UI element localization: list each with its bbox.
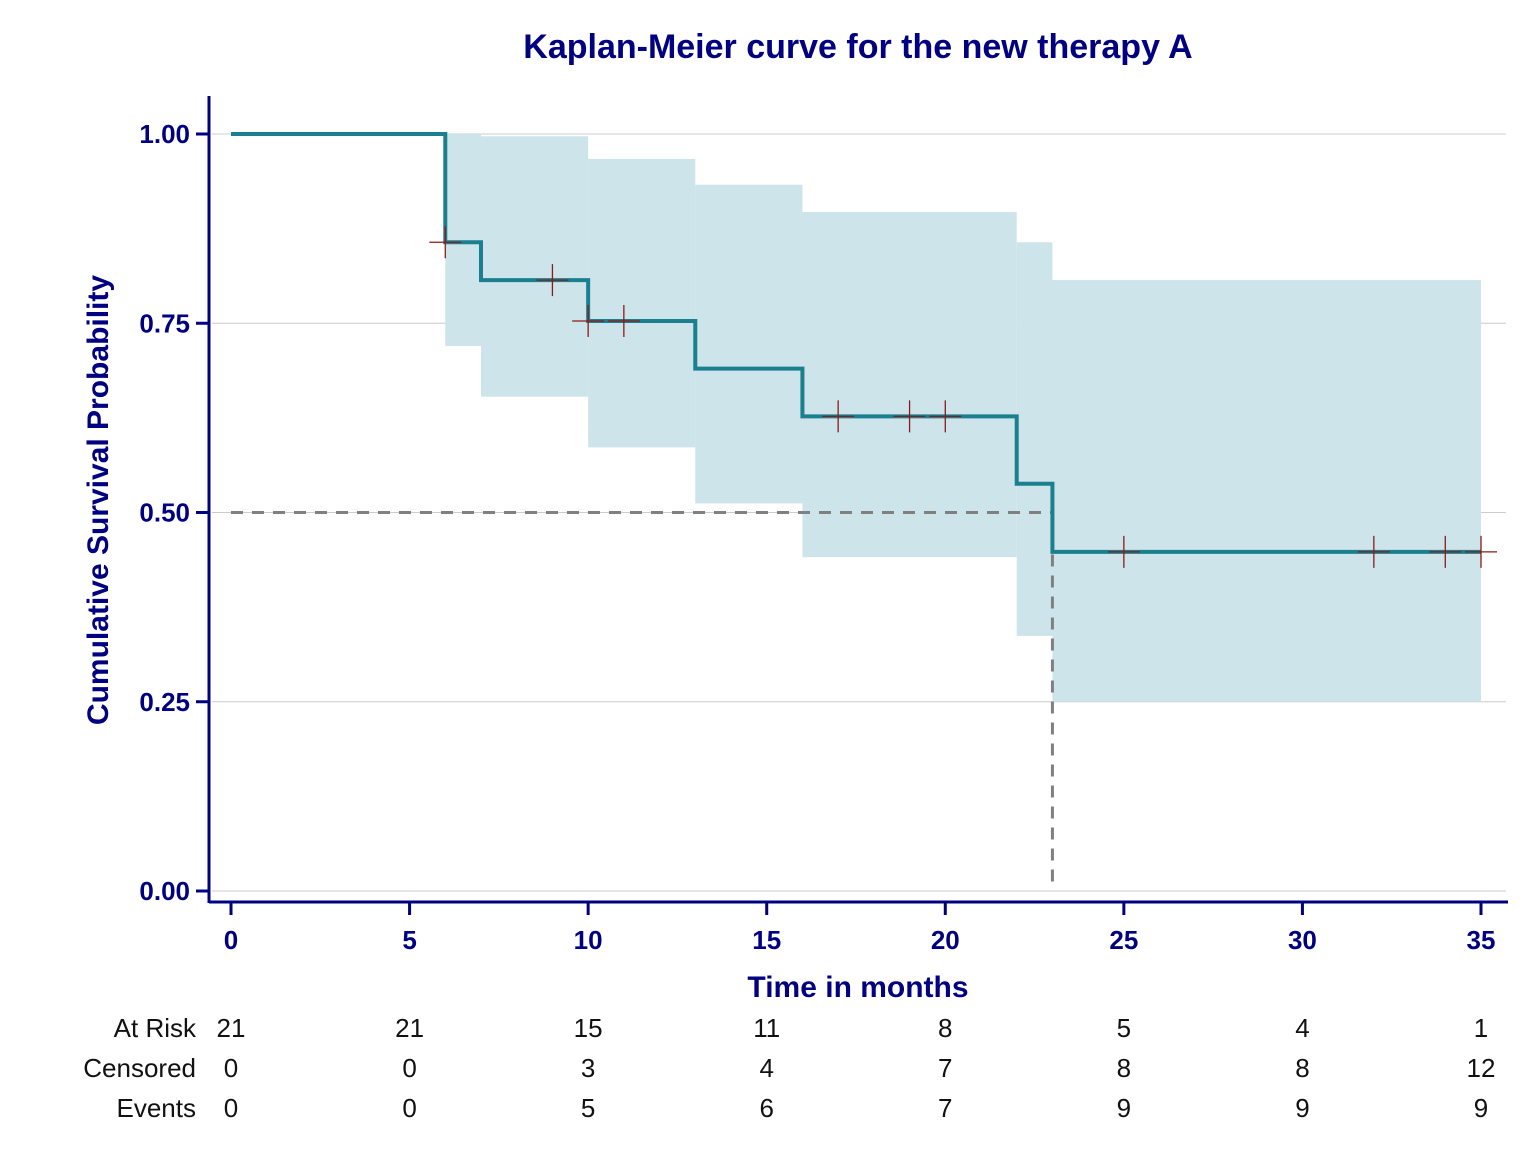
x-tick-label: 0 — [224, 925, 238, 955]
ci-band-segment — [695, 184, 803, 504]
risk-cell: 8 — [1117, 1053, 1131, 1083]
ci-band-segment — [1016, 242, 1053, 636]
survival-curve — [231, 132, 1481, 554]
censor-mark — [536, 264, 569, 297]
ci-band-segment — [802, 211, 1017, 558]
risk-cell: 21 — [395, 1013, 424, 1043]
survival-step-line — [231, 132, 1481, 554]
y-tick-label: 0.00 — [139, 876, 190, 906]
risk-cell: 11 — [753, 1013, 780, 1043]
risk-cell: 0 — [224, 1093, 238, 1123]
y-tick-label: 0.25 — [139, 687, 190, 717]
axes: 0.00 0.25 0.50 0.75 1.00 0 5 10 15 20 25 30 35 — [139, 96, 1508, 955]
risk-cell: 4 — [759, 1053, 773, 1083]
risk-cell: 8 — [938, 1013, 952, 1043]
risk-row-label: At Risk — [114, 1013, 197, 1043]
risk-table: At Risk 21 21 15 11 8 5 4 1 Censored 0 0 3 4 7 8 8 12 Even… — [83, 1013, 1495, 1123]
ci-band-segment — [445, 134, 481, 346]
censor-mark — [929, 400, 962, 433]
risk-cell: 12 — [1467, 1053, 1496, 1083]
x-tick-label: 10 — [574, 925, 603, 955]
y-tick-label: 0.75 — [139, 308, 190, 338]
censor-mark — [822, 400, 855, 433]
risk-cell: 21 — [217, 1013, 246, 1043]
confidence-band — [445, 134, 1481, 702]
y-tick-label: 1.00 — [139, 119, 190, 149]
x-tick-label: 15 — [752, 925, 781, 955]
censor-mark — [429, 226, 462, 259]
ci-band-segment — [481, 136, 589, 397]
risk-cell: 5 — [581, 1093, 595, 1123]
risk-cell: 7 — [938, 1053, 952, 1083]
x-tick-label: 5 — [402, 925, 416, 955]
risk-cell: 9 — [1474, 1093, 1488, 1123]
censor-marks — [429, 226, 1497, 568]
risk-cell: 8 — [1295, 1053, 1309, 1083]
censor-mark — [1429, 535, 1462, 568]
censor-mark — [1107, 535, 1140, 568]
risk-cell: 0 — [224, 1053, 238, 1083]
x-tick-label: 30 — [1288, 925, 1317, 955]
risk-cell: 9 — [1117, 1093, 1131, 1123]
risk-cell: 15 — [574, 1013, 603, 1043]
risk-cell: 6 — [759, 1093, 773, 1123]
censor-mark — [607, 304, 640, 337]
censor-mark — [1465, 535, 1497, 568]
ci-band-segment — [588, 158, 696, 448]
y-axis-title: Cumulative Survival Probability — [82, 275, 115, 725]
chart-title: Kaplan-Meier curve for the new therapy A — [523, 28, 1192, 66]
risk-cell: 7 — [938, 1093, 952, 1123]
x-tick-label: 25 — [1109, 925, 1138, 955]
censor-mark — [572, 304, 605, 337]
median-lines — [231, 511, 1054, 882]
y-tick-label: 0.50 — [139, 498, 190, 528]
risk-cell: 1 — [1474, 1013, 1488, 1043]
risk-cell: 5 — [1117, 1013, 1131, 1043]
x-tick-label: 35 — [1467, 925, 1496, 955]
risk-cell: 9 — [1295, 1093, 1309, 1123]
risk-cell: 0 — [402, 1053, 416, 1083]
ci-band-segment — [1052, 280, 1481, 702]
risk-row-label: Censored — [83, 1053, 196, 1083]
x-tick-label: 20 — [931, 925, 960, 955]
risk-row-label: Events — [117, 1093, 197, 1123]
risk-cell: 3 — [581, 1053, 595, 1083]
risk-cell: 0 — [402, 1093, 416, 1123]
risk-cell: 4 — [1295, 1013, 1309, 1043]
censor-mark — [1357, 535, 1390, 568]
censor-mark — [893, 400, 926, 433]
x-axis-title: Time in months — [747, 971, 968, 1004]
